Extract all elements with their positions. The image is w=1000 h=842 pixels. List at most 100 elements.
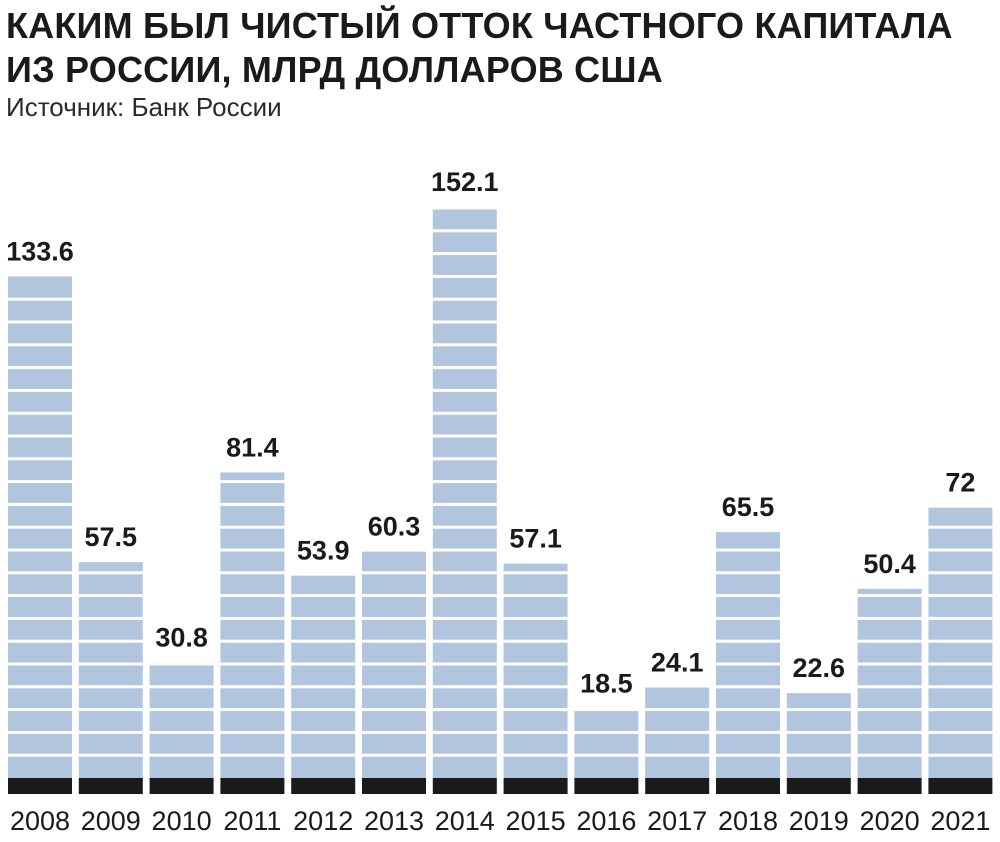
bar-stripe	[149, 662, 214, 666]
bar-stripe	[857, 662, 922, 666]
bar-stripe	[432, 594, 497, 598]
bar-stripe	[716, 548, 780, 552]
bar-group-2011: 81.4 2011	[220, 432, 285, 836]
value-label-2015: 57.1	[509, 524, 562, 554]
baseline-segment-2018	[716, 778, 780, 794]
bar-stripe	[786, 708, 851, 712]
bar-group-2012: 53.9 2012	[291, 536, 356, 836]
bar-stripe	[432, 457, 497, 461]
bar-stripe	[149, 685, 214, 689]
bar-stripe	[291, 616, 356, 620]
bar-stripe	[362, 594, 426, 598]
bar-stripe	[503, 571, 568, 575]
year-label-2019: 2019	[789, 806, 849, 836]
bar-stripe	[786, 730, 851, 734]
bar-2009	[78, 562, 143, 778]
baseline-segment-2010	[149, 778, 214, 794]
bar-stripe	[432, 616, 497, 620]
bar-stripe	[362, 639, 426, 643]
bar-stripe	[574, 708, 639, 712]
bar-stripe	[220, 639, 285, 643]
bar-stripe	[8, 366, 72, 370]
bar-stripe	[149, 753, 214, 757]
bar-stripe	[362, 571, 426, 575]
bar-stripe	[220, 753, 285, 757]
bar-group-2019: 22.6 2019	[786, 653, 851, 836]
bar-stripe	[432, 297, 497, 301]
bar-stripe	[716, 730, 780, 734]
value-label-2017: 24.1	[651, 648, 704, 678]
baseline-segment-2019	[786, 778, 851, 794]
bar-2010	[149, 662, 214, 778]
bar-stripe	[857, 594, 922, 598]
bar-stripe	[716, 639, 780, 643]
baseline-segment-2016	[574, 778, 639, 794]
value-label-2010: 30.8	[155, 622, 208, 652]
bar-stripe	[645, 753, 710, 757]
bar-stripe	[928, 662, 993, 666]
bar-stripe	[8, 616, 72, 620]
bar-stripe	[716, 753, 780, 757]
baseline-segment-2017	[645, 778, 710, 794]
bar-2021	[928, 507, 993, 778]
bar-stripe	[220, 708, 285, 712]
bar-stripe	[8, 457, 72, 461]
year-label-2014: 2014	[435, 806, 495, 836]
bar-group-2010: 30.8 2010	[149, 622, 214, 836]
baseline-segment-2011	[220, 778, 285, 794]
bar-stripe	[432, 502, 497, 506]
bar-group-2008: 133.6 2008	[6, 236, 74, 836]
bar-stripe	[78, 708, 143, 712]
baseline-segment-2013	[362, 778, 426, 794]
bar-stripe	[8, 388, 72, 392]
chart-title-line-2: ИЗ РОССИИ, МЛРД ДОЛЛАРОВ США	[6, 49, 663, 90]
bar-stripe	[432, 571, 497, 575]
bar-stripe	[432, 685, 497, 689]
bar-stripe	[220, 548, 285, 552]
bar-stripe	[362, 708, 426, 712]
bar-stripe	[149, 730, 214, 734]
bar-stripe	[291, 594, 356, 598]
bar-stripe	[291, 730, 356, 734]
baseline-segment-2020	[857, 778, 922, 794]
bar-stripe	[8, 594, 72, 598]
chart-source: Источник: Банк России	[6, 92, 282, 122]
bar-stripe	[503, 753, 568, 757]
bar-stripe	[928, 708, 993, 712]
bar-stripe	[291, 662, 356, 666]
bar-stripe	[432, 730, 497, 734]
bar-stripe	[220, 594, 285, 598]
bar-stripe	[503, 662, 568, 666]
value-label-2014: 152.1	[431, 167, 499, 197]
bar-stripe	[432, 366, 497, 370]
bar-stripe	[291, 685, 356, 689]
bar-stripe	[8, 548, 72, 552]
bar-stripe	[78, 730, 143, 734]
bar-2018	[716, 532, 780, 778]
bar-stripe	[432, 548, 497, 552]
bar-stripe	[78, 639, 143, 643]
bar-stripe	[78, 571, 143, 575]
bar-group-2016: 18.5 2016	[574, 669, 639, 836]
bar-stripe	[362, 662, 426, 666]
bar-group-2013: 60.3 2013	[362, 512, 426, 836]
bar-stripe	[291, 639, 356, 643]
bar-stripe	[8, 434, 72, 438]
year-label-2015: 2015	[506, 806, 566, 836]
bar-stripe	[8, 662, 72, 666]
bar-stripe	[220, 571, 285, 575]
bar-stripe	[716, 685, 780, 689]
bar-stripe	[220, 662, 285, 666]
bar-stripe	[928, 525, 993, 529]
bar-stripe	[8, 297, 72, 301]
bar-group-2018: 65.5 2018	[716, 492, 780, 836]
baseline-segment-2008	[8, 778, 72, 794]
year-label-2010: 2010	[152, 806, 212, 836]
baseline-segment-2015	[503, 778, 568, 794]
bar-2016	[574, 708, 639, 778]
bar-stripe	[8, 639, 72, 643]
bar-stripe	[857, 730, 922, 734]
bar-stripe	[220, 525, 285, 529]
value-label-2011: 81.4	[226, 432, 279, 462]
bar-stripe	[432, 388, 497, 392]
